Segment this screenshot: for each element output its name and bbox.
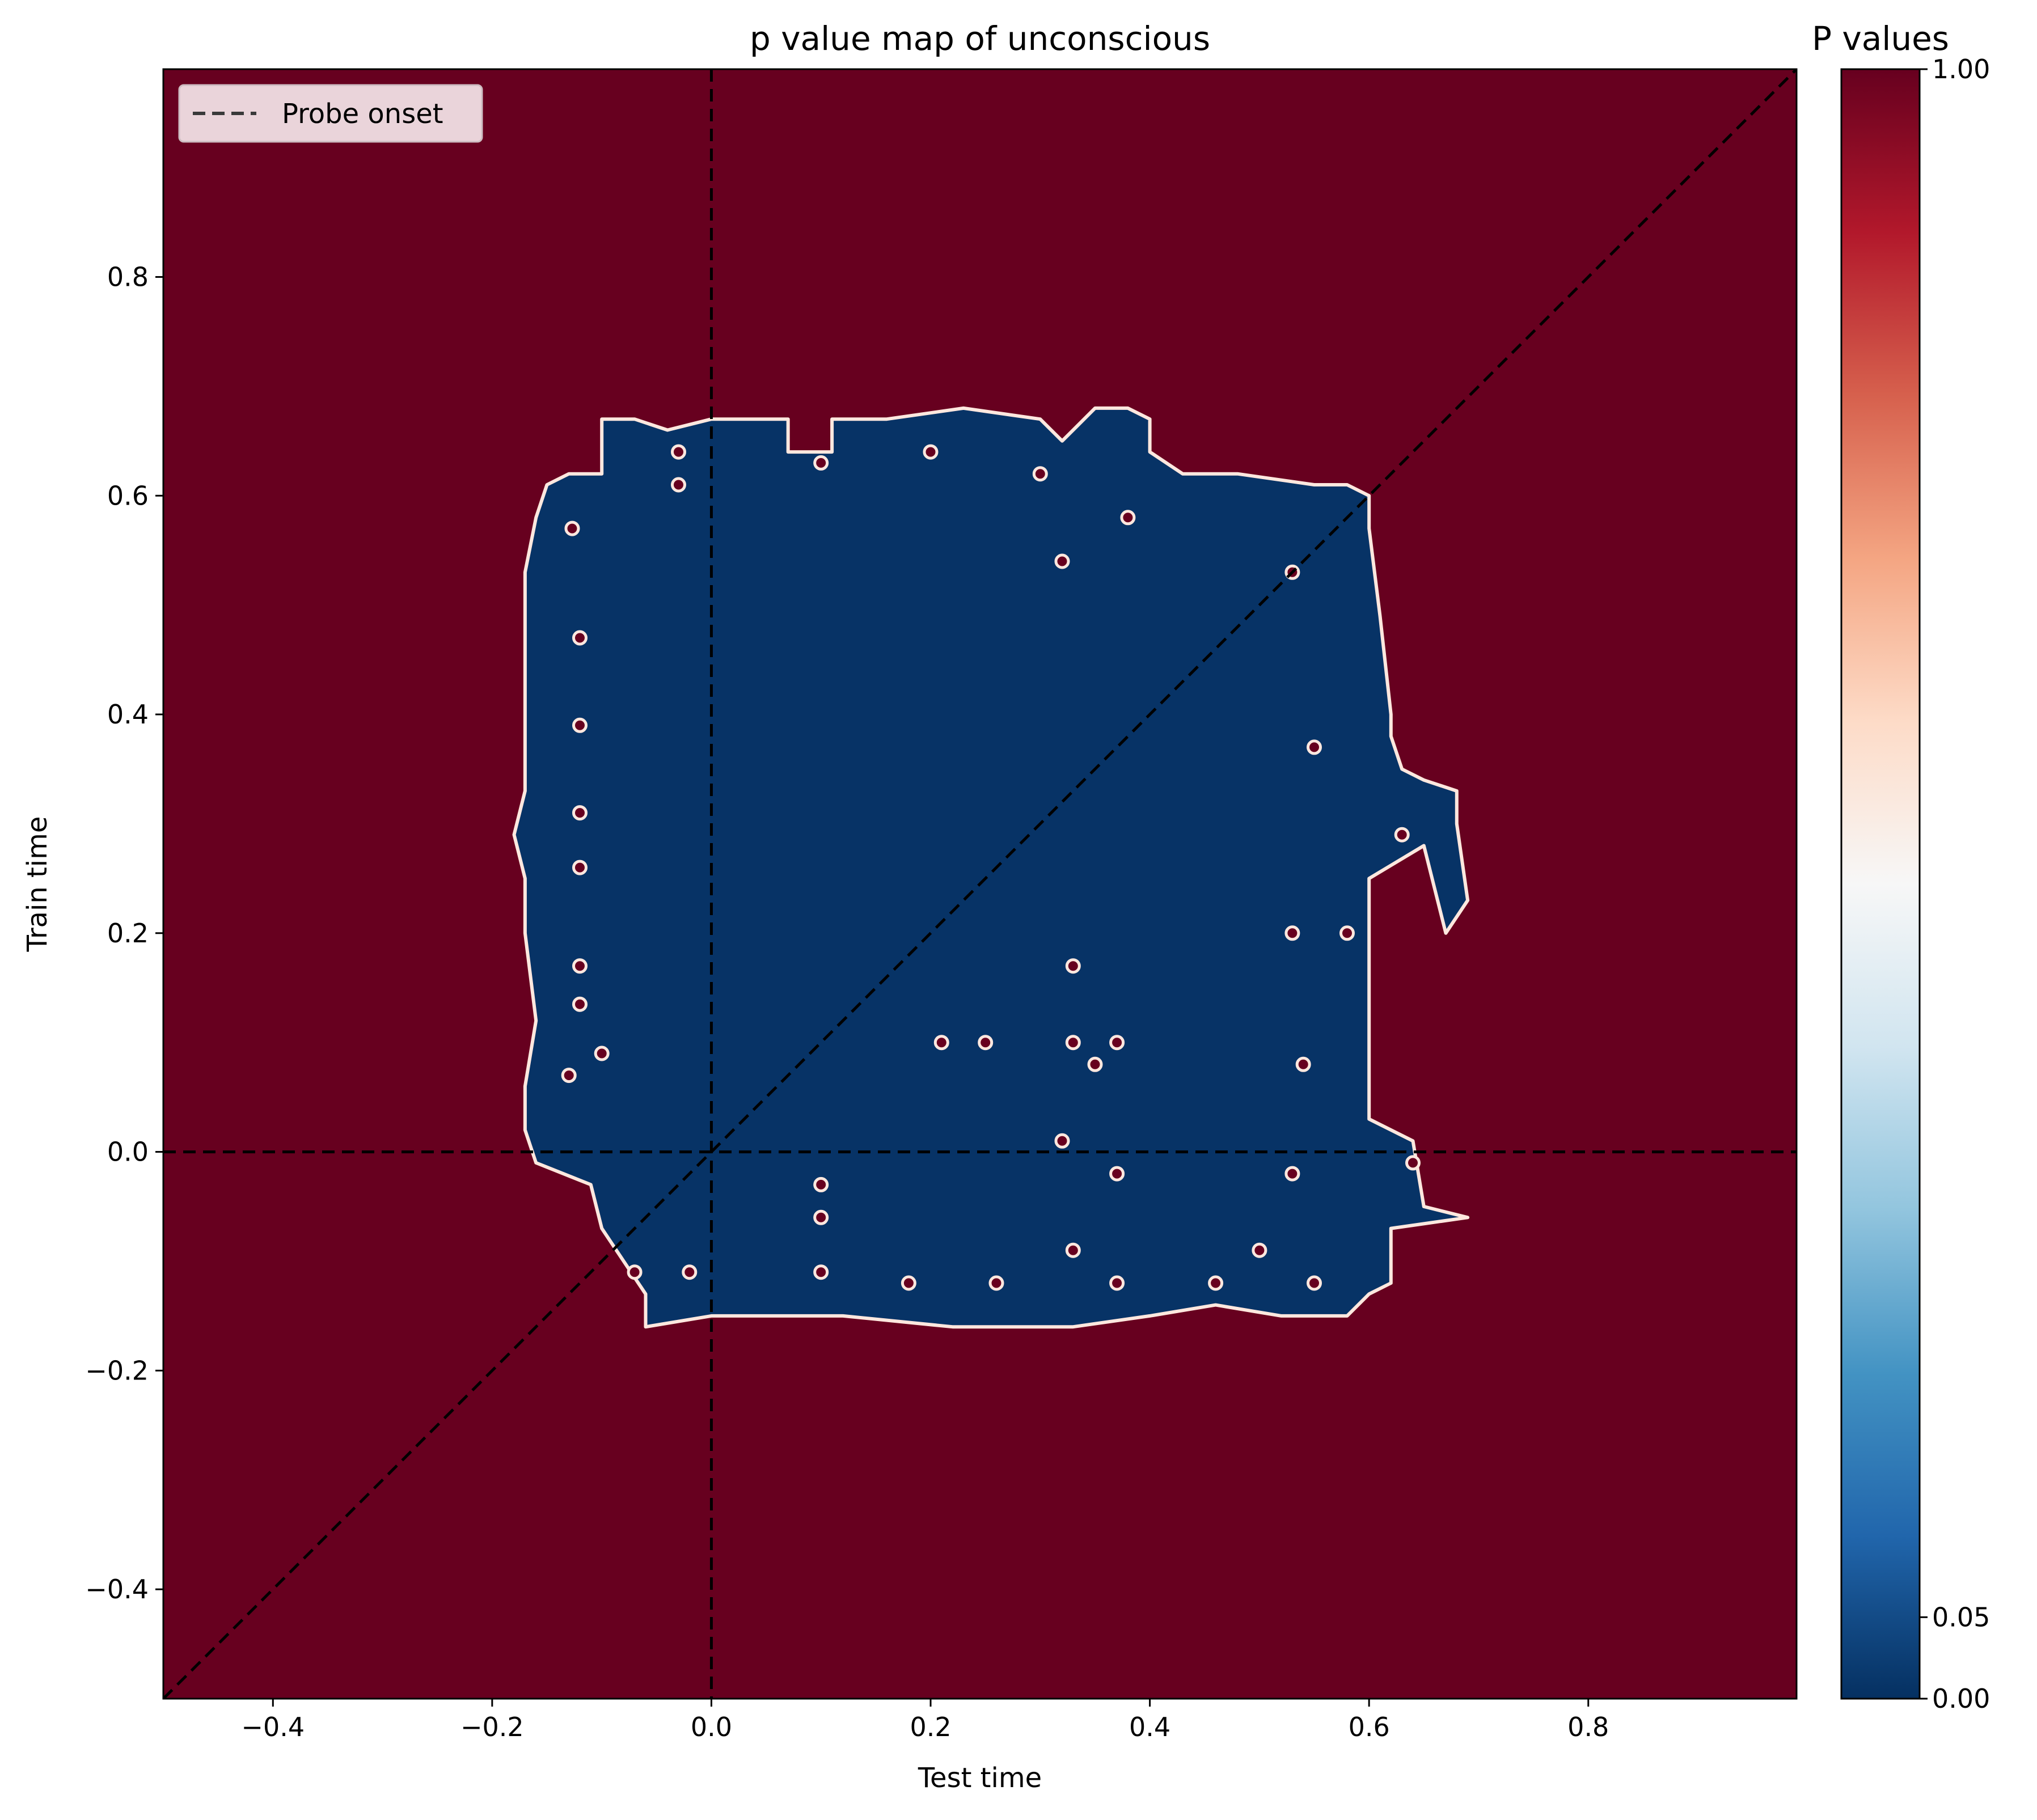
y-axis: −0.4 −0.2 0.0 0.2 0.4 0.6 0.8	[85, 261, 163, 1605]
nonsignificant-hole	[1054, 1133, 1070, 1149]
nonsignificant-hole	[564, 520, 580, 536]
x-tick-label: −0.2	[460, 1712, 524, 1742]
x-tick-label: −0.4	[241, 1712, 305, 1742]
chart-title: p value map of unconscious	[750, 19, 1210, 58]
x-tick-label: 0.2	[910, 1712, 951, 1742]
nonsignificant-hole	[1252, 1242, 1267, 1258]
y-tick-label: 0.6	[107, 480, 149, 511]
nonsignificant-hole	[1065, 958, 1081, 974]
significant-region-layer	[512, 406, 1470, 1329]
colorbar-tick-label: 0.00	[1932, 1683, 1990, 1714]
nonsignificant-hole	[813, 1176, 829, 1192]
nonsignificant-hole	[1032, 466, 1048, 482]
nonsignificant-hole	[1284, 1166, 1300, 1182]
nonsignificant-hole	[978, 1035, 994, 1051]
nonsignificant-hole	[1120, 510, 1136, 526]
nonsignificant-hole	[1054, 553, 1070, 569]
nonsignificant-hole	[1295, 1056, 1311, 1072]
nonsignificant-hole	[682, 1264, 698, 1280]
x-tick-label: 0.6	[1349, 1712, 1390, 1742]
nonsignificant-hole	[572, 860, 588, 875]
x-tick-label: 0.8	[1567, 1712, 1609, 1742]
legend: Probe onset	[178, 84, 483, 143]
nonsignificant-hole	[1065, 1035, 1081, 1051]
nonsignificant-hole	[1307, 1275, 1322, 1291]
plot-area	[163, 69, 1797, 1699]
nonsignificant-hole	[561, 1068, 577, 1083]
legend-probe-onset-label: Probe onset	[282, 98, 443, 130]
nonsignificant-hole	[627, 1264, 643, 1280]
nonsignificant-hole	[813, 455, 829, 471]
nonsignificant-hole	[572, 805, 588, 821]
nonsignificant-hole	[1405, 1155, 1421, 1171]
nonsignificant-hole	[572, 958, 588, 974]
nonsignificant-hole	[923, 444, 939, 460]
y-tick-label: −0.4	[85, 1574, 149, 1605]
x-tick-label: 0.4	[1129, 1712, 1170, 1742]
y-tick-label: −0.2	[85, 1355, 149, 1386]
legend-box	[178, 84, 483, 143]
y-tick-label: 0.2	[107, 918, 149, 949]
nonsignificant-hole	[572, 996, 588, 1012]
nonsignificant-hole	[813, 1264, 829, 1280]
nonsignificant-hole	[1339, 925, 1355, 941]
nonsignificant-hole	[988, 1275, 1004, 1291]
reference-lines-layer	[163, 69, 1797, 1699]
colorbar-ticks: 0.00 0.05 1.00	[1920, 54, 1990, 1714]
colorbar-tick-label: 0.05	[1932, 1602, 1990, 1632]
nonsignificant-hole	[572, 717, 588, 733]
nonsignificant-hole	[1109, 1166, 1125, 1182]
nonsignificant-hole	[1208, 1275, 1224, 1291]
nonsignificant-hole	[594, 1046, 610, 1061]
significant-region	[512, 406, 1470, 1329]
nonsignificant-hole	[671, 477, 686, 493]
nonsignificant-holes-layer	[561, 444, 1421, 1291]
x-tick-label: 0.0	[691, 1712, 732, 1742]
nonsignificant-hole	[1109, 1035, 1125, 1051]
nonsignificant-hole	[1065, 1242, 1081, 1258]
plot-frame	[162, 68, 1798, 1700]
colorbar-title: P values	[1812, 19, 1949, 58]
x-axis-label: Test time	[918, 1762, 1042, 1794]
diagonal-line	[163, 69, 1797, 1699]
nonsignificant-hole	[813, 1209, 829, 1225]
nonsignificant-hole	[901, 1275, 916, 1291]
nonsignificant-hole	[1307, 739, 1322, 755]
y-tick-label: 0.8	[107, 261, 149, 292]
nonsignificant-hole	[1087, 1056, 1103, 1072]
y-axis-label: Train time	[22, 816, 53, 953]
y-tick-label: 0.0	[107, 1137, 149, 1167]
colorbar: P values 0.00 0.05 1.00	[1812, 19, 1990, 1714]
colorbar-gradient	[1840, 68, 1921, 1700]
colorbar-tick-label: 1.00	[1932, 54, 1990, 84]
nonsignificant-hole	[1284, 925, 1300, 941]
nonsignificant-hole	[1109, 1275, 1125, 1291]
nonsignificant-hole	[572, 630, 588, 646]
x-axis: −0.4 −0.2 0.0 0.2 0.4 0.6 0.8	[241, 1699, 1609, 1742]
nonsignificant-hole	[1394, 827, 1410, 843]
nonsignificant-hole	[671, 444, 686, 460]
y-tick-label: 0.4	[107, 699, 149, 730]
nonsignificant-hole	[933, 1035, 949, 1051]
